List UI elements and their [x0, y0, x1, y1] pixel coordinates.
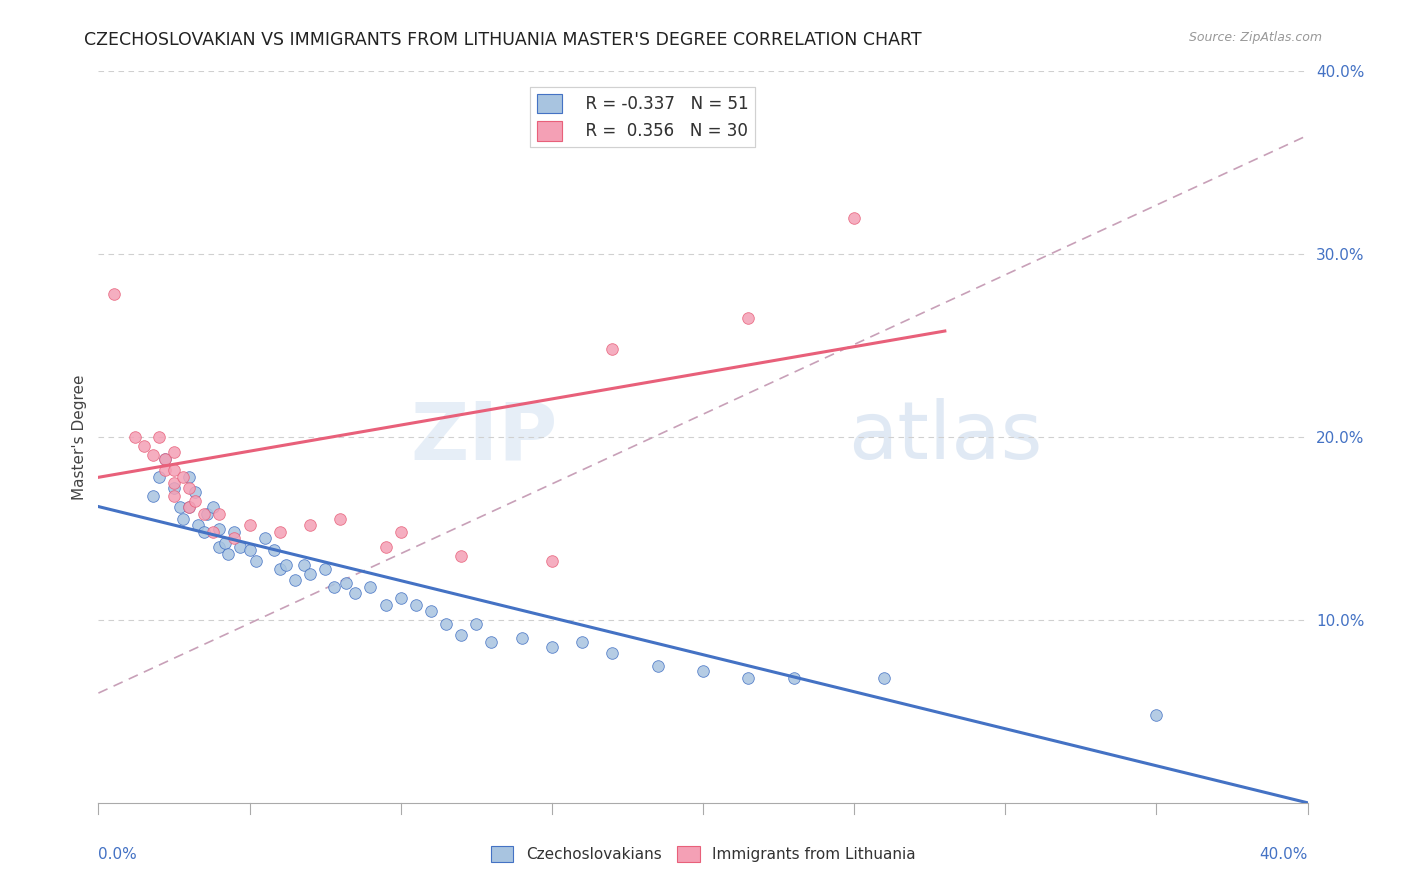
- Point: [224, 531, 246, 545]
- Point: [540, 640, 562, 655]
- Point: [737, 672, 759, 686]
- Point: [245, 554, 267, 568]
- Point: [783, 672, 806, 686]
- Point: [163, 463, 186, 477]
- Text: 0.0%: 0.0%: [98, 847, 138, 862]
- Point: [269, 525, 291, 540]
- Point: [148, 470, 170, 484]
- Text: ZIP: ZIP: [411, 398, 558, 476]
- Point: [299, 567, 322, 582]
- Point: [329, 512, 352, 526]
- Point: [571, 635, 593, 649]
- Point: [124, 430, 146, 444]
- Point: [253, 531, 276, 545]
- Point: [229, 540, 252, 554]
- Point: [142, 489, 165, 503]
- Text: 40.0%: 40.0%: [1260, 847, 1308, 862]
- Point: [450, 549, 472, 563]
- Point: [335, 576, 357, 591]
- Point: [299, 517, 322, 532]
- Point: [163, 444, 186, 458]
- Point: [481, 635, 503, 649]
- Point: [844, 211, 866, 225]
- Point: [142, 448, 165, 462]
- Point: [323, 580, 346, 594]
- Point: [179, 500, 201, 514]
- Point: [208, 540, 231, 554]
- Point: [179, 500, 201, 514]
- Point: [602, 646, 624, 660]
- Text: CZECHOSLOVAKIAN VS IMMIGRANTS FROM LITHUANIA MASTER'S DEGREE CORRELATION CHART: CZECHOSLOVAKIAN VS IMMIGRANTS FROM LITHU…: [84, 31, 922, 49]
- Point: [360, 580, 382, 594]
- Legend:   R = -0.337   N = 51,   R =  0.356   N = 30: R = -0.337 N = 51, R = 0.356 N = 30: [530, 87, 755, 147]
- Point: [179, 481, 201, 495]
- Point: [202, 525, 225, 540]
- Point: [153, 452, 176, 467]
- Point: [224, 525, 246, 540]
- Point: [1144, 708, 1167, 723]
- Point: [434, 616, 457, 631]
- Point: [169, 500, 191, 514]
- Point: [217, 547, 239, 561]
- Text: Source: ZipAtlas.com: Source: ZipAtlas.com: [1188, 31, 1322, 45]
- Point: [314, 562, 336, 576]
- Point: [153, 463, 176, 477]
- Point: [274, 558, 297, 573]
- Point: [692, 664, 714, 678]
- Point: [344, 585, 367, 599]
- Point: [737, 311, 759, 326]
- Text: atlas: atlas: [848, 398, 1042, 476]
- Point: [510, 632, 533, 646]
- Point: [148, 430, 170, 444]
- Point: [172, 470, 194, 484]
- Point: [873, 672, 896, 686]
- Point: [202, 500, 225, 514]
- Point: [540, 554, 562, 568]
- Point: [374, 540, 396, 554]
- Point: [132, 439, 155, 453]
- Point: [269, 562, 291, 576]
- Point: [193, 507, 215, 521]
- Point: [163, 489, 186, 503]
- Point: [187, 517, 209, 532]
- Point: [647, 658, 669, 673]
- Point: [405, 599, 427, 613]
- Point: [389, 591, 412, 605]
- Y-axis label: Master's Degree: Master's Degree: [72, 375, 87, 500]
- Point: [239, 517, 262, 532]
- Point: [450, 627, 472, 641]
- Point: [163, 481, 186, 495]
- Point: [465, 616, 488, 631]
- Point: [153, 452, 176, 467]
- Point: [214, 536, 236, 550]
- Point: [420, 604, 443, 618]
- Point: [195, 507, 218, 521]
- Point: [184, 494, 207, 508]
- Point: [263, 543, 285, 558]
- Point: [374, 599, 396, 613]
- Point: [208, 521, 231, 535]
- Point: [184, 485, 207, 500]
- Point: [389, 525, 412, 540]
- Point: [193, 525, 215, 540]
- Point: [292, 558, 315, 573]
- Point: [208, 507, 231, 521]
- Point: [602, 343, 624, 357]
- Point: [179, 470, 201, 484]
- Point: [239, 543, 262, 558]
- Point: [172, 512, 194, 526]
- Point: [284, 573, 307, 587]
- Point: [163, 475, 186, 490]
- Point: [103, 287, 125, 301]
